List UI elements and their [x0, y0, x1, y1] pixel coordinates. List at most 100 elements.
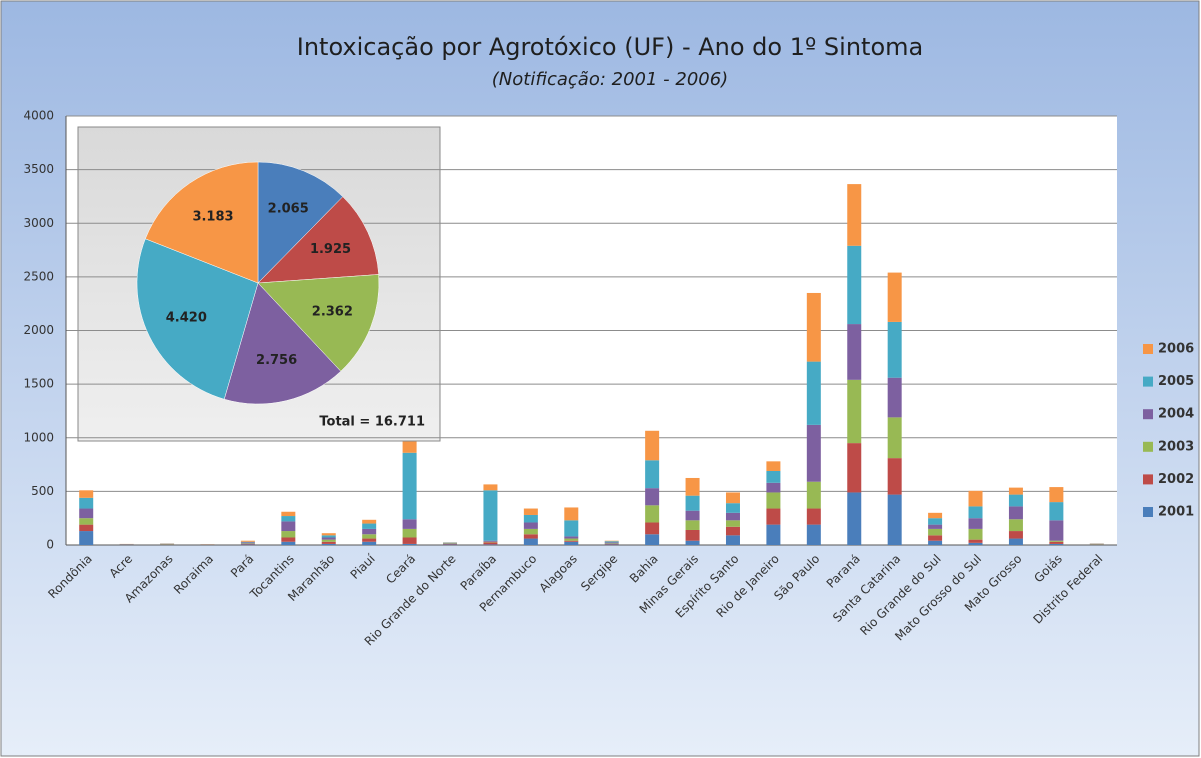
bar-segment [1049, 541, 1064, 544]
data-label: 4.420 [166, 311, 207, 326]
bar-segment [604, 543, 619, 544]
bar-segment [564, 538, 579, 541]
bar-segment [564, 536, 579, 539]
bar-segment [766, 482, 781, 493]
data-label: 3.183 [192, 210, 233, 225]
pie-slice [145, 161, 259, 284]
legend-swatch [1143, 376, 1153, 387]
bar-segment [321, 541, 336, 544]
bar-segment [968, 518, 983, 529]
bar-segment [968, 528, 983, 540]
bar-segment [766, 508, 781, 525]
bar-segment [362, 523, 377, 529]
bar-segment [240, 543, 255, 544]
bar-segment [806, 292, 821, 362]
bar-segment [362, 538, 377, 542]
bar-segment [523, 514, 538, 523]
bar-segment [766, 470, 781, 483]
bar-segment [523, 522, 538, 529]
chart-title: Intoxicação por Agrotóxico (UF) - Ano do… [297, 33, 923, 61]
bar-segment [564, 541, 579, 545]
pie-slice [257, 161, 344, 284]
bar-segment [1049, 502, 1064, 521]
bar-segment [564, 507, 579, 521]
legend-swatch [1143, 441, 1153, 452]
bar-segment [725, 512, 740, 521]
bar-segment [847, 184, 862, 246]
bar-segment [321, 537, 336, 540]
chart-subtitle: (Notificação: 2001 - 2006) [492, 69, 728, 90]
bar-segment [240, 540, 255, 542]
bar-segment [523, 528, 538, 535]
legend-label: 2005 [1158, 374, 1194, 389]
bar-segment [1008, 494, 1023, 507]
bar-segment [928, 512, 943, 519]
bar-segment [604, 540, 619, 542]
bar-segment [847, 443, 862, 493]
y-tick-label: 3500 [23, 162, 54, 176]
bar-segment [564, 520, 579, 537]
bar-segment [685, 520, 700, 530]
bar-segment [79, 508, 94, 519]
bar-segment [523, 538, 538, 545]
bar-segment [725, 526, 740, 536]
bar-segment [604, 542, 619, 544]
y-tick-label: 0 [46, 538, 54, 552]
legend-label: 2004 [1158, 407, 1194, 422]
bar-segment [362, 534, 377, 539]
bar-segment [402, 528, 417, 538]
bar-segment [79, 497, 94, 509]
bar-segment [685, 529, 700, 541]
bar-segment [887, 417, 902, 459]
bar-segment [1049, 487, 1064, 503]
bar-segment [766, 492, 781, 509]
bar-segment [968, 490, 983, 507]
bar-segment [928, 528, 943, 536]
bar-segment [281, 511, 296, 517]
y-tick-label: 3000 [23, 216, 54, 230]
bar-segment [847, 245, 862, 325]
y-tick-label: 2500 [23, 269, 54, 283]
bar-segment [725, 492, 740, 504]
bar-segment [725, 520, 740, 527]
bar-segment [443, 544, 458, 545]
bar-segment [928, 518, 943, 525]
data-label: 2.362 [312, 305, 353, 320]
bar-segment [645, 522, 660, 535]
bar-segment [645, 505, 660, 523]
bar-segment [806, 508, 821, 525]
data-label: 2.065 [268, 202, 309, 217]
y-tick-label: 1000 [23, 430, 54, 444]
y-tick-label: 1500 [23, 377, 54, 391]
bar-segment [806, 481, 821, 509]
legend-label: 2001 [1158, 505, 1194, 520]
bar-segment [240, 542, 255, 544]
legend-swatch [1143, 344, 1153, 354]
bar-segment [564, 540, 579, 542]
bar-segment [240, 543, 255, 545]
bar-segment [685, 495, 700, 511]
bar-segment [887, 494, 902, 545]
legend-label: 2006 [1158, 342, 1194, 357]
bar-segment [645, 534, 660, 545]
bar-segment [523, 534, 538, 539]
pie-slice [257, 196, 379, 284]
pie-slice [257, 274, 380, 372]
legend-label: 2003 [1158, 439, 1194, 454]
pie-slice [223, 282, 342, 405]
y-tick-label: 2000 [23, 323, 54, 337]
bar-segment [321, 535, 336, 538]
bar-segment [766, 524, 781, 545]
bar-segment [725, 503, 740, 513]
bar-segment [402, 452, 417, 520]
bar-segment [443, 543, 458, 544]
bar-segment [1008, 519, 1023, 532]
bar-segment [806, 424, 821, 482]
legend-label: 2002 [1158, 472, 1194, 487]
bar-segment [281, 531, 296, 538]
bar-segment [645, 460, 660, 489]
bar-segment [604, 544, 619, 545]
bar-segment [321, 543, 336, 545]
bar-segment [645, 430, 660, 461]
bar-segment [887, 272, 902, 322]
